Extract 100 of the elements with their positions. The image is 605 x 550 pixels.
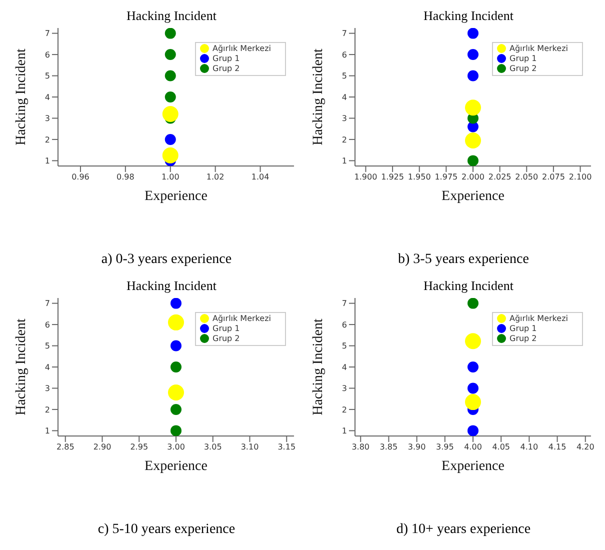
y-axis-title: Hacking Incident	[310, 318, 326, 416]
chart-title: Hacking Incident	[126, 8, 218, 24]
x-tick-label: 1.975	[434, 172, 458, 182]
point	[170, 362, 182, 372]
x-tick-label: 1.04	[251, 172, 270, 182]
point	[465, 100, 481, 116]
y-axis-title: Hacking Incident	[310, 48, 326, 146]
point	[170, 298, 182, 309]
chart-title: Hacking Incident	[422, 8, 514, 24]
y-axis-title: Hacking Incident	[14, 318, 29, 416]
x-axis-title: Experience	[442, 459, 504, 474]
y-tick-label: 7	[44, 299, 50, 308]
y-tick-label: 5	[44, 72, 50, 81]
x-tick-label: 4.05	[492, 442, 510, 452]
y-tick-label: 4	[44, 92, 50, 102]
point	[468, 382, 478, 394]
x-axis-title: Experience	[442, 189, 504, 204]
legend-label: Grup 1	[510, 324, 537, 333]
x-tick-label: 3.85	[380, 442, 398, 452]
x-tick-label: 2.100	[568, 172, 592, 182]
x-tick-label: 0.98	[116, 172, 134, 182]
y-tick-label: 7	[44, 29, 50, 38]
x-tick-label: 2.85	[56, 442, 74, 452]
text: d) 10+ years experience	[395, 522, 532, 538]
y-tick-label: 1	[44, 156, 50, 166]
x-tick-label: 2.050	[515, 172, 538, 182]
point	[162, 147, 178, 164]
y-tick-label: 4	[342, 362, 347, 372]
point	[468, 155, 478, 166]
y-tick-label: 7	[342, 29, 347, 38]
point	[164, 92, 176, 102]
x-tick-label: 4.00	[464, 442, 482, 452]
point	[170, 404, 182, 415]
x-tick-label: 2.90	[93, 442, 112, 452]
x-tick-label: 4.10	[520, 442, 538, 452]
legend-label: Grup 1	[510, 54, 537, 63]
y-tick-label: 3	[44, 384, 50, 394]
legend-label: Grup 2	[510, 64, 537, 73]
y-tick-label: 1	[342, 156, 347, 166]
x-tick-label: 2.025	[488, 172, 512, 182]
legend-label: Grup 1	[212, 324, 240, 333]
legend-label: Ağırlık Merkezi	[212, 314, 271, 323]
point	[468, 362, 478, 372]
x-axis-title: Experience	[144, 189, 208, 204]
y-tick-label: 4	[342, 92, 347, 102]
text: c) 5-10 years experience	[96, 522, 236, 538]
x-tick-label: 3.80	[352, 442, 370, 452]
x-axis-title: Experience	[144, 459, 208, 474]
legend-label: Ağırlık Merkezi	[510, 314, 568, 323]
point	[465, 394, 481, 410]
y-tick-label: 5	[342, 342, 347, 351]
text: a) 0-3 years experience	[100, 252, 233, 268]
legend-label: Grup 2	[510, 334, 537, 343]
legend-label: Grup 1	[212, 54, 240, 63]
x-tick-label: 2.075	[542, 172, 565, 182]
x-tick-label: 3.05	[204, 442, 222, 452]
y-tick-label: 1	[44, 426, 50, 436]
x-tick-label: 3.95	[436, 442, 454, 452]
point	[170, 340, 182, 352]
point	[164, 28, 176, 39]
point	[468, 425, 478, 436]
point	[164, 49, 176, 60]
point	[465, 132, 481, 149]
x-tick-label: 3.10	[240, 442, 259, 452]
chart-title: Hacking Incident	[422, 278, 514, 294]
y-tick-label: 3	[44, 114, 50, 124]
point	[164, 134, 176, 145]
point	[468, 70, 478, 82]
chart-title: Hacking Incident	[126, 278, 218, 294]
point	[468, 49, 478, 60]
y-tick-label: 2	[44, 135, 50, 144]
x-tick-label: 1.00	[161, 172, 180, 182]
legend-label: Ağırlık Merkezi	[212, 44, 271, 53]
x-tick-label: 2.95	[130, 442, 148, 452]
legend-label: Grup 2	[212, 334, 240, 343]
point	[468, 28, 478, 39]
x-tick-label: 3.15	[278, 442, 296, 452]
x-tick-label: 2.000	[462, 172, 484, 182]
y-tick-label: 3	[342, 114, 347, 124]
x-tick-label: 0.96	[72, 172, 90, 182]
point	[162, 106, 178, 122]
y-tick-label: 2	[342, 405, 347, 414]
y-tick-label: 7	[342, 299, 347, 308]
y-tick-label: 6	[342, 320, 347, 330]
x-tick-label: 4.20	[576, 442, 594, 452]
x-tick-label: 3.00	[167, 442, 185, 452]
x-tick-label: 3.90	[408, 442, 426, 452]
point	[164, 70, 176, 82]
y-tick-label: 1	[342, 426, 347, 436]
point	[168, 384, 184, 400]
point	[465, 333, 481, 350]
point	[168, 314, 184, 330]
y-tick-label: 4	[44, 362, 50, 372]
y-tick-label: 6	[44, 320, 50, 330]
legend-label: Ağırlık Merkezi	[510, 44, 568, 53]
legend-label: Grup 2	[212, 64, 240, 73]
y-axis-title: Hacking Incident	[14, 48, 29, 146]
text: b) 3-5 years experience	[397, 252, 530, 268]
x-tick-label: 1.925	[381, 172, 404, 182]
y-tick-label: 5	[342, 72, 347, 81]
